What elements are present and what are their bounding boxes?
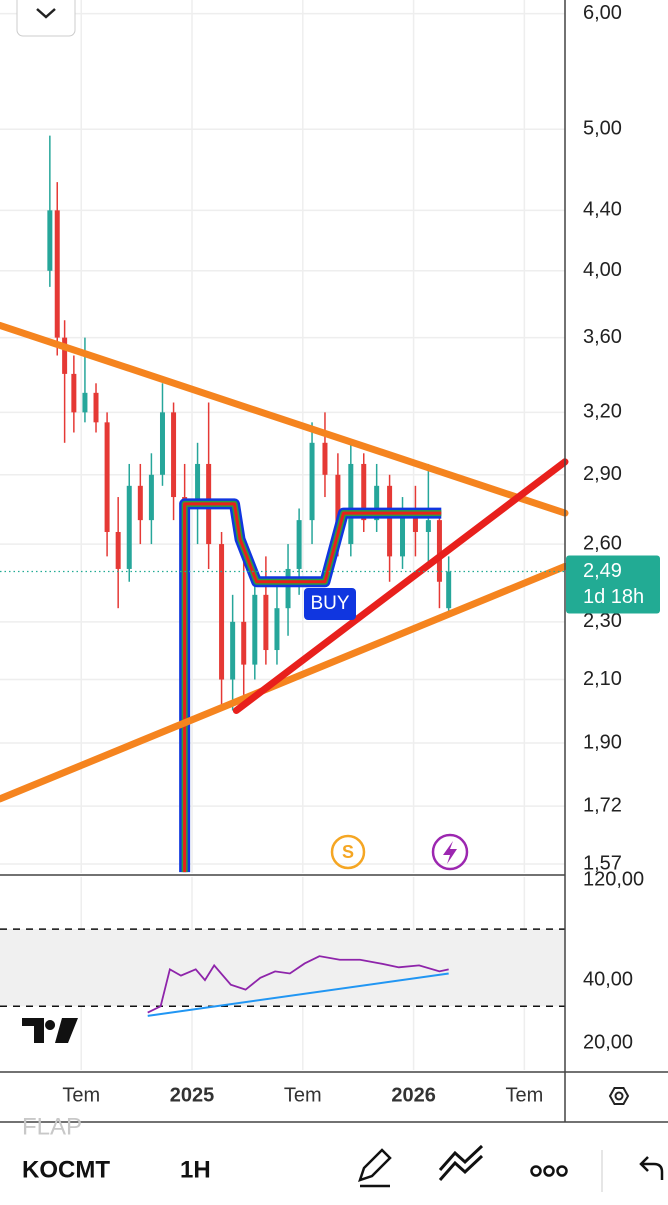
y-tick-label: 1,57 bbox=[583, 852, 622, 874]
candle-body bbox=[335, 474, 341, 545]
y-tick-label: 3,20 bbox=[583, 401, 622, 423]
y-tick-label: 2,10 bbox=[583, 668, 622, 690]
y-tick-label: 2,90 bbox=[583, 463, 622, 485]
candle-body bbox=[230, 621, 236, 680]
y-tick-label: 4,00 bbox=[583, 259, 622, 281]
signal-s-icon[interactable] bbox=[330, 834, 366, 870]
candle-body bbox=[263, 594, 269, 651]
rsi-band-fill bbox=[0, 929, 565, 1007]
x-tick-label: 2026 bbox=[391, 1084, 436, 1106]
y-tick-label: 4,40 bbox=[583, 199, 622, 221]
draw-icon[interactable] bbox=[358, 1148, 392, 1188]
y-tick-label: 20,00 bbox=[583, 1031, 633, 1053]
y-tick-label: 1,90 bbox=[583, 731, 622, 753]
x-tick-label: Tem bbox=[284, 1084, 322, 1106]
y-tick-label: 1,72 bbox=[583, 794, 622, 816]
candle-body bbox=[241, 621, 247, 665]
x-tick-label: Tem bbox=[62, 1084, 100, 1106]
candle-body bbox=[361, 463, 367, 521]
signal-s-label: S bbox=[342, 842, 354, 862]
candle-body bbox=[285, 568, 291, 609]
candle-body bbox=[374, 485, 380, 521]
candle-body bbox=[322, 442, 328, 475]
candle-body bbox=[104, 422, 110, 532]
back-icon[interactable] bbox=[639, 1156, 664, 1180]
y-tick-label: 5,00 bbox=[583, 118, 622, 140]
buy-label-box bbox=[304, 588, 356, 620]
candle-body bbox=[296, 520, 302, 569]
last-price-box bbox=[566, 555, 660, 614]
candle-body bbox=[71, 373, 77, 413]
y-tick-label: 40,00 bbox=[583, 968, 633, 990]
y-tick-label: 120,00 bbox=[583, 868, 644, 890]
interval[interactable]: 1H bbox=[180, 1156, 211, 1183]
candle-body bbox=[82, 392, 88, 413]
candle-body bbox=[446, 571, 452, 609]
candle-body bbox=[54, 210, 60, 338]
chevron-icon bbox=[36, 8, 56, 19]
trendline bbox=[0, 562, 569, 803]
rsi-trendline bbox=[147, 972, 449, 1017]
ghost-text: FLAP bbox=[22, 1113, 82, 1140]
candle-body bbox=[219, 544, 225, 680]
signal-bolt-icon[interactable] bbox=[431, 833, 469, 871]
candle-body bbox=[252, 594, 258, 665]
candle-body bbox=[62, 337, 68, 374]
candle-body bbox=[400, 508, 406, 557]
candle-body bbox=[387, 485, 393, 557]
candle-body bbox=[47, 210, 53, 271]
y-tick-label: 2,30 bbox=[583, 610, 622, 632]
candle-body bbox=[436, 520, 442, 582]
x-tick-label: Tem bbox=[505, 1084, 543, 1106]
plot bbox=[0, 135, 569, 1017]
candle-body bbox=[348, 463, 354, 545]
y-tick-label: 3,60 bbox=[583, 326, 622, 348]
more-icon[interactable] bbox=[530, 1165, 568, 1177]
candle-body bbox=[171, 412, 177, 498]
candle-body bbox=[148, 474, 154, 521]
candle-body bbox=[115, 531, 121, 569]
candle-body bbox=[195, 463, 201, 509]
candle-body bbox=[309, 442, 315, 521]
bolt-icon bbox=[443, 841, 457, 864]
settings-icon[interactable] bbox=[608, 1087, 630, 1105]
candle-body bbox=[126, 485, 132, 569]
indicators-icon[interactable] bbox=[438, 1144, 484, 1181]
candle-body bbox=[274, 608, 280, 651]
supertrend bbox=[183, 502, 442, 873]
trendline bbox=[232, 458, 569, 714]
symbol[interactable]: KOCMT bbox=[22, 1156, 110, 1183]
y-tick-label: 2,60 bbox=[583, 532, 622, 554]
axes: Tem 2025 Tem 2026 Tem 6,00 5,00 4,40 4,00 3,60 3,2… bbox=[62, 2, 660, 1106]
settings-icon-center bbox=[614, 1091, 624, 1101]
x-tick-label: 2025 bbox=[170, 1084, 215, 1106]
tv-logo bbox=[22, 1018, 78, 1043]
buy-label: BUY bbox=[310, 593, 349, 614]
candle-body bbox=[159, 412, 165, 475]
rsi-line bbox=[147, 955, 449, 1014]
last-price-label: 2,49 bbox=[583, 560, 622, 582]
countdown-label: 1d 18h bbox=[583, 586, 644, 608]
candle-body bbox=[425, 520, 431, 532]
trendline bbox=[0, 321, 569, 517]
candle-body bbox=[137, 485, 143, 521]
y-tick-label: 6,00 bbox=[583, 2, 622, 24]
candle-body bbox=[93, 392, 99, 423]
candle-body bbox=[412, 508, 418, 532]
